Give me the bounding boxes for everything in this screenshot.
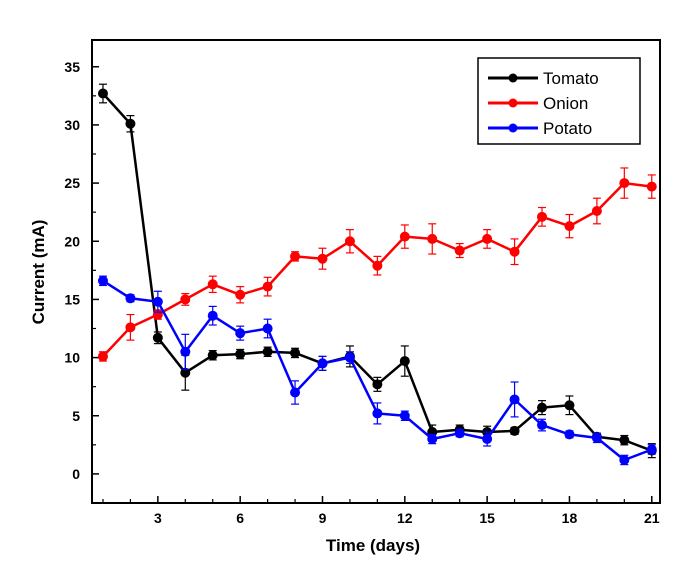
- legend-label-onion: Onion: [543, 94, 588, 113]
- data-point: [537, 402, 548, 413]
- data-point: [509, 246, 520, 257]
- x-tick-label: 21: [644, 510, 660, 526]
- y-tick-label: 35: [64, 59, 80, 75]
- data-point: [235, 328, 246, 339]
- series-potato: [97, 275, 657, 466]
- data-point: [372, 379, 383, 390]
- data-point: [290, 387, 301, 398]
- data-point: [399, 410, 410, 421]
- data-point: [125, 118, 136, 129]
- legend-marker-potato: [508, 123, 518, 133]
- data-point: [152, 296, 163, 307]
- data-point: [290, 251, 301, 262]
- y-tick-label: 30: [64, 117, 80, 133]
- data-point: [180, 346, 191, 357]
- data-point: [125, 293, 136, 304]
- data-point: [317, 358, 328, 369]
- y-tick-label: 15: [64, 291, 80, 307]
- data-point: [564, 429, 575, 440]
- data-point: [317, 253, 328, 264]
- data-point: [262, 346, 273, 357]
- x-axis-title: Time (days): [326, 536, 420, 555]
- data-point: [427, 434, 438, 445]
- data-point: [97, 88, 108, 99]
- data-point: [262, 281, 273, 292]
- data-point: [399, 356, 410, 367]
- data-point: [399, 231, 410, 242]
- data-point: [372, 260, 383, 271]
- data-point: [591, 432, 602, 443]
- data-point: [591, 206, 602, 217]
- data-point: [646, 181, 657, 192]
- y-tick-label: 0: [72, 466, 80, 482]
- legend-label-tomato: Tomato: [543, 69, 599, 88]
- data-point: [152, 332, 163, 343]
- x-tick-label: 12: [397, 510, 413, 526]
- data-point: [427, 233, 438, 244]
- data-point: [207, 350, 218, 361]
- y-tick-label: 10: [64, 350, 80, 366]
- y-tick-label: 25: [64, 175, 80, 191]
- data-point: [180, 294, 191, 305]
- y-tick-label: 5: [72, 408, 80, 424]
- legend-entry-potato: Potato: [488, 119, 592, 138]
- data-point: [207, 279, 218, 290]
- data-point: [564, 221, 575, 232]
- y-axis-title: Current (mA): [29, 220, 48, 325]
- legend-marker-onion: [508, 98, 518, 108]
- x-tick-label: 3: [154, 510, 162, 526]
- data-point: [97, 275, 108, 286]
- legend-entry-onion: Onion: [488, 94, 588, 113]
- data-point: [482, 434, 493, 445]
- data-point: [646, 444, 657, 455]
- x-tick-label: 6: [236, 510, 244, 526]
- data-point: [97, 351, 108, 362]
- data-point: [619, 454, 630, 465]
- data-point: [482, 233, 493, 244]
- data-point: [235, 349, 246, 360]
- data-point: [537, 211, 548, 222]
- data-point: [344, 352, 355, 363]
- data-point: [509, 394, 520, 405]
- data-point: [454, 245, 465, 256]
- data-series: [97, 83, 657, 466]
- plot-frame: [91, 39, 661, 504]
- y-tick-label: 20: [64, 233, 80, 249]
- data-point: [619, 178, 630, 189]
- x-tick-label: 15: [479, 510, 495, 526]
- x-tick-label: 18: [562, 510, 578, 526]
- data-point: [207, 310, 218, 321]
- data-point: [125, 322, 136, 333]
- data-point: [564, 400, 575, 411]
- data-point: [344, 236, 355, 247]
- data-point: [509, 425, 520, 436]
- data-point: [537, 420, 548, 431]
- data-point: [372, 408, 383, 419]
- series-onion: [97, 167, 657, 362]
- data-point: [262, 323, 273, 334]
- x-tick-label: 9: [319, 510, 327, 526]
- axis-ticks: 0 5 10 15 20 25 30 35 3 6 9 12 15 18 21: [64, 59, 659, 526]
- legend-entry-tomato: Tomato: [488, 69, 599, 88]
- data-point: [619, 435, 630, 446]
- legend: Tomato Onion Potato: [477, 57, 641, 145]
- legend-box: [477, 57, 641, 145]
- data-point: [235, 289, 246, 300]
- data-point: [290, 347, 301, 358]
- legend-label-potato: Potato: [543, 119, 592, 138]
- legend-marker-tomato: [508, 73, 518, 83]
- data-point: [454, 428, 465, 439]
